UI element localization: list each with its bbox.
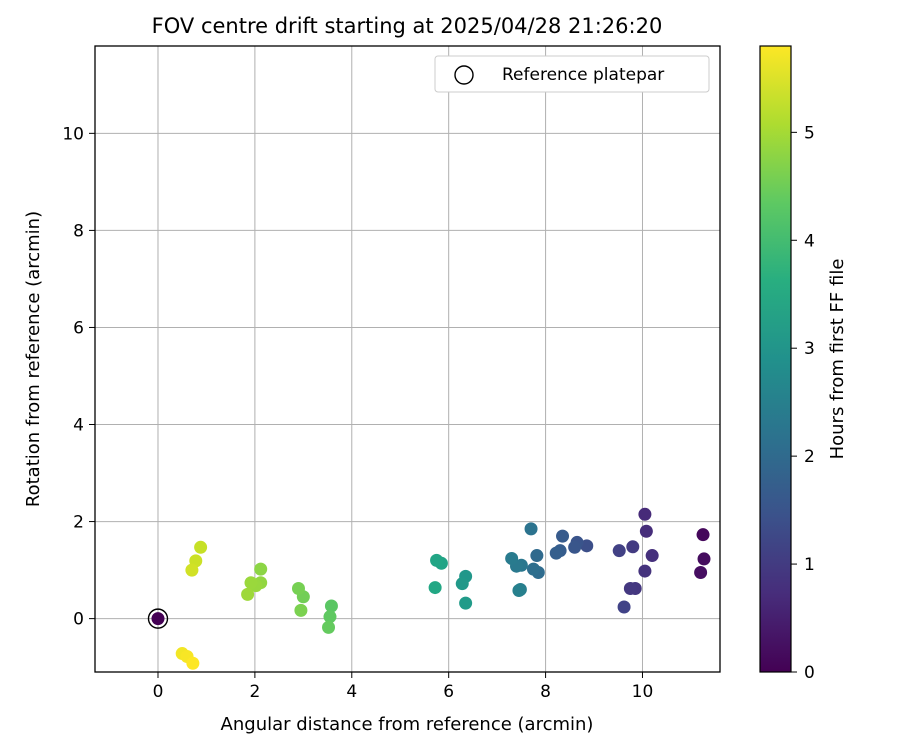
legend: Reference platepar	[434, 55, 710, 93]
data-point	[524, 522, 538, 536]
data-point	[254, 562, 268, 576]
data-point	[323, 610, 337, 624]
data-point	[626, 540, 640, 554]
data-point	[186, 656, 200, 670]
scatter-points	[147, 507, 711, 670]
data-point	[694, 566, 708, 580]
x-tick-label: 6	[443, 682, 454, 702]
data-point	[697, 552, 711, 566]
plot-area	[94, 45, 721, 673]
plot-frame	[94, 45, 721, 673]
colorbar-tick-label: 3	[804, 339, 815, 359]
x-tick-label: 8	[540, 682, 551, 702]
colorbar-tick-label: 4	[804, 231, 815, 251]
colorbar-tick-label: 2	[804, 447, 815, 467]
data-point	[241, 587, 255, 601]
data-point	[322, 620, 336, 634]
plot-background	[95, 46, 720, 672]
x-axis-ticks: 0 2 4 6 8 10	[153, 672, 654, 702]
x-tick-label: 2	[249, 682, 260, 702]
x-tick-label: 10	[632, 682, 654, 702]
legend-label-reference: Reference platepar	[502, 65, 664, 85]
data-point	[459, 596, 473, 610]
data-point	[430, 553, 444, 567]
data-point	[556, 529, 570, 543]
data-point	[455, 577, 469, 591]
colorbar-tick-label: 1	[804, 555, 815, 575]
data-point	[505, 551, 519, 565]
y-tick-label: 4	[73, 416, 84, 436]
data-point	[617, 600, 631, 614]
y-tick-label: 10	[62, 124, 84, 144]
data-point	[530, 549, 544, 563]
y-tick-label: 2	[73, 513, 84, 533]
colorbar-tick-label: 0	[804, 663, 815, 683]
x-axis-label: Angular distance from reference (arcmin)	[221, 714, 594, 735]
data-point	[623, 582, 637, 596]
y-tick-label: 8	[73, 221, 84, 241]
colorbar: 0 1 2 3 4 5 Hours from first FF file	[759, 45, 848, 683]
data-point	[549, 546, 563, 560]
data-point	[324, 599, 338, 613]
x-tick-label: 4	[346, 682, 357, 702]
data-point	[512, 583, 526, 597]
legend-marker-reference	[454, 65, 474, 85]
data-point	[696, 528, 710, 542]
data-point	[185, 563, 199, 577]
data-point	[194, 540, 208, 554]
data-point	[638, 507, 652, 521]
data-point	[151, 612, 165, 626]
data-point	[645, 549, 659, 563]
y-tick-label: 0	[73, 610, 84, 630]
data-point	[244, 576, 258, 590]
colorbar-ticks: 0 1 2 3 4 5	[791, 123, 815, 683]
data-point	[568, 540, 582, 554]
data-point	[291, 582, 305, 596]
data-point	[526, 562, 540, 576]
colorbar-gradient	[759, 45, 792, 673]
data-point	[612, 544, 626, 558]
data-point	[294, 603, 308, 617]
y-axis-label: Rotation from reference (arcmin)	[23, 211, 44, 507]
chart-title: FOV centre drift starting at 2025/04/28 …	[152, 14, 663, 38]
reference-marker	[147, 608, 169, 629]
y-axis-ticks: 0 2 4 6 8 10	[62, 124, 95, 630]
data-point	[639, 524, 653, 538]
grid	[95, 46, 720, 672]
colorbar-label: Hours from first FF file	[827, 259, 848, 460]
data-point	[638, 564, 652, 578]
data-point	[428, 581, 442, 595]
legend-box	[434, 55, 710, 93]
colorbar-tick-label: 5	[804, 123, 815, 143]
x-tick-label: 0	[153, 682, 164, 702]
y-tick-label: 6	[73, 318, 84, 338]
